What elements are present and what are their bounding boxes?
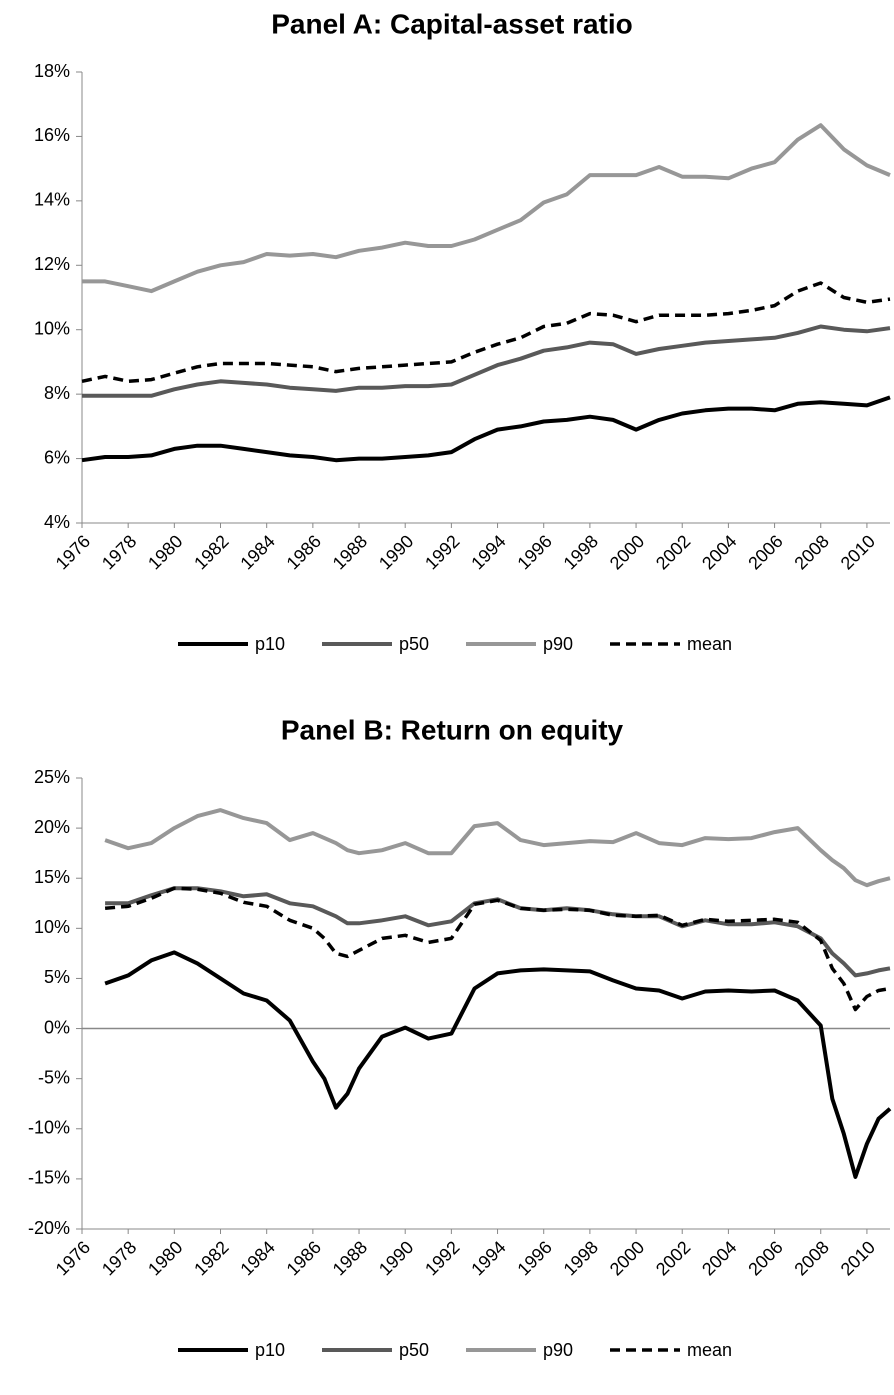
- x-tick-label: 1982: [190, 531, 232, 573]
- y-tick-label: 20%: [34, 817, 70, 837]
- legend-label: p90: [543, 634, 573, 654]
- x-tick-label: 1996: [513, 1237, 555, 1279]
- y-tick-label: 10%: [34, 917, 70, 937]
- x-tick-label: 2004: [698, 1237, 740, 1279]
- series-line: [104, 886, 891, 1012]
- y-tick-label: 25%: [34, 767, 70, 787]
- x-tick-label: 1992: [421, 1237, 463, 1279]
- x-tick-label: 2000: [606, 531, 648, 573]
- legend-label: p50: [399, 1340, 429, 1360]
- chart-title: Panel A: Capital-asset ratio: [271, 8, 633, 39]
- y-tick-label: 10%: [34, 318, 70, 338]
- x-tick-label: 1994: [467, 1237, 509, 1279]
- x-tick-label: 1978: [98, 531, 140, 573]
- x-tick-label: 1976: [52, 1237, 94, 1279]
- x-tick-label: 1996: [513, 531, 555, 573]
- x-tick-label: 2006: [744, 531, 786, 573]
- x-tick-label: 1986: [283, 531, 325, 573]
- x-tick-label: 1986: [283, 1237, 325, 1279]
- x-tick-label: 1988: [329, 1237, 371, 1279]
- x-tick-label: 2010: [837, 531, 879, 573]
- series-line: [104, 950, 892, 1179]
- x-tick-label: 1978: [98, 1237, 140, 1279]
- series-line: [104, 808, 891, 888]
- x-tick-label: 2008: [790, 1237, 832, 1279]
- legend-label: mean: [687, 1340, 732, 1360]
- x-tick-label: 2002: [652, 1237, 694, 1279]
- y-tick-label: -15%: [28, 1168, 70, 1188]
- y-tick-label: 4%: [44, 512, 70, 532]
- x-tick-label: 1982: [190, 1237, 232, 1279]
- x-tick-label: 1980: [144, 1237, 186, 1279]
- x-tick-label: 1984: [236, 531, 278, 573]
- x-tick-label: 1992: [421, 531, 463, 573]
- x-tick-label: 2002: [652, 531, 694, 573]
- series-line: [82, 324, 891, 398]
- y-tick-label: 14%: [34, 190, 70, 210]
- y-tick-label: 6%: [44, 447, 70, 467]
- x-tick-label: 1998: [560, 531, 602, 573]
- y-tick-label: 16%: [34, 125, 70, 145]
- legend-label: mean: [687, 634, 732, 654]
- chart-title: Panel B: Return on equity: [281, 714, 624, 745]
- y-tick-label: 18%: [34, 61, 70, 81]
- y-tick-label: 5%: [44, 967, 70, 987]
- y-tick-label: 15%: [34, 867, 70, 887]
- x-tick-label: 1990: [375, 531, 417, 573]
- legend-label: p10: [255, 1340, 285, 1360]
- x-tick-label: 1998: [560, 1237, 602, 1279]
- x-tick-label: 1976: [52, 531, 94, 573]
- x-tick-label: 2000: [606, 1237, 648, 1279]
- y-tick-label: 8%: [44, 383, 70, 403]
- series-line: [82, 123, 891, 294]
- legend-label: p90: [543, 1340, 573, 1360]
- y-tick-label: 12%: [34, 254, 70, 274]
- y-tick-label: 0%: [44, 1017, 70, 1037]
- series-line: [81, 281, 891, 384]
- x-tick-label: 1980: [144, 531, 186, 573]
- legend-label: p10: [255, 634, 285, 654]
- y-tick-label: -5%: [38, 1067, 70, 1087]
- y-tick-label: -20%: [28, 1218, 70, 1238]
- x-tick-label: 2010: [837, 1237, 879, 1279]
- x-tick-label: 1994: [467, 531, 509, 573]
- x-tick-label: 1988: [329, 531, 371, 573]
- x-tick-label: 1984: [236, 1237, 278, 1279]
- y-tick-label: -10%: [28, 1118, 70, 1138]
- x-tick-label: 1990: [375, 1237, 417, 1279]
- x-tick-label: 2006: [744, 1237, 786, 1279]
- legend-label: p50: [399, 634, 429, 654]
- x-tick-label: 2004: [698, 531, 740, 573]
- series-line: [81, 395, 891, 463]
- x-tick-label: 2008: [790, 531, 832, 573]
